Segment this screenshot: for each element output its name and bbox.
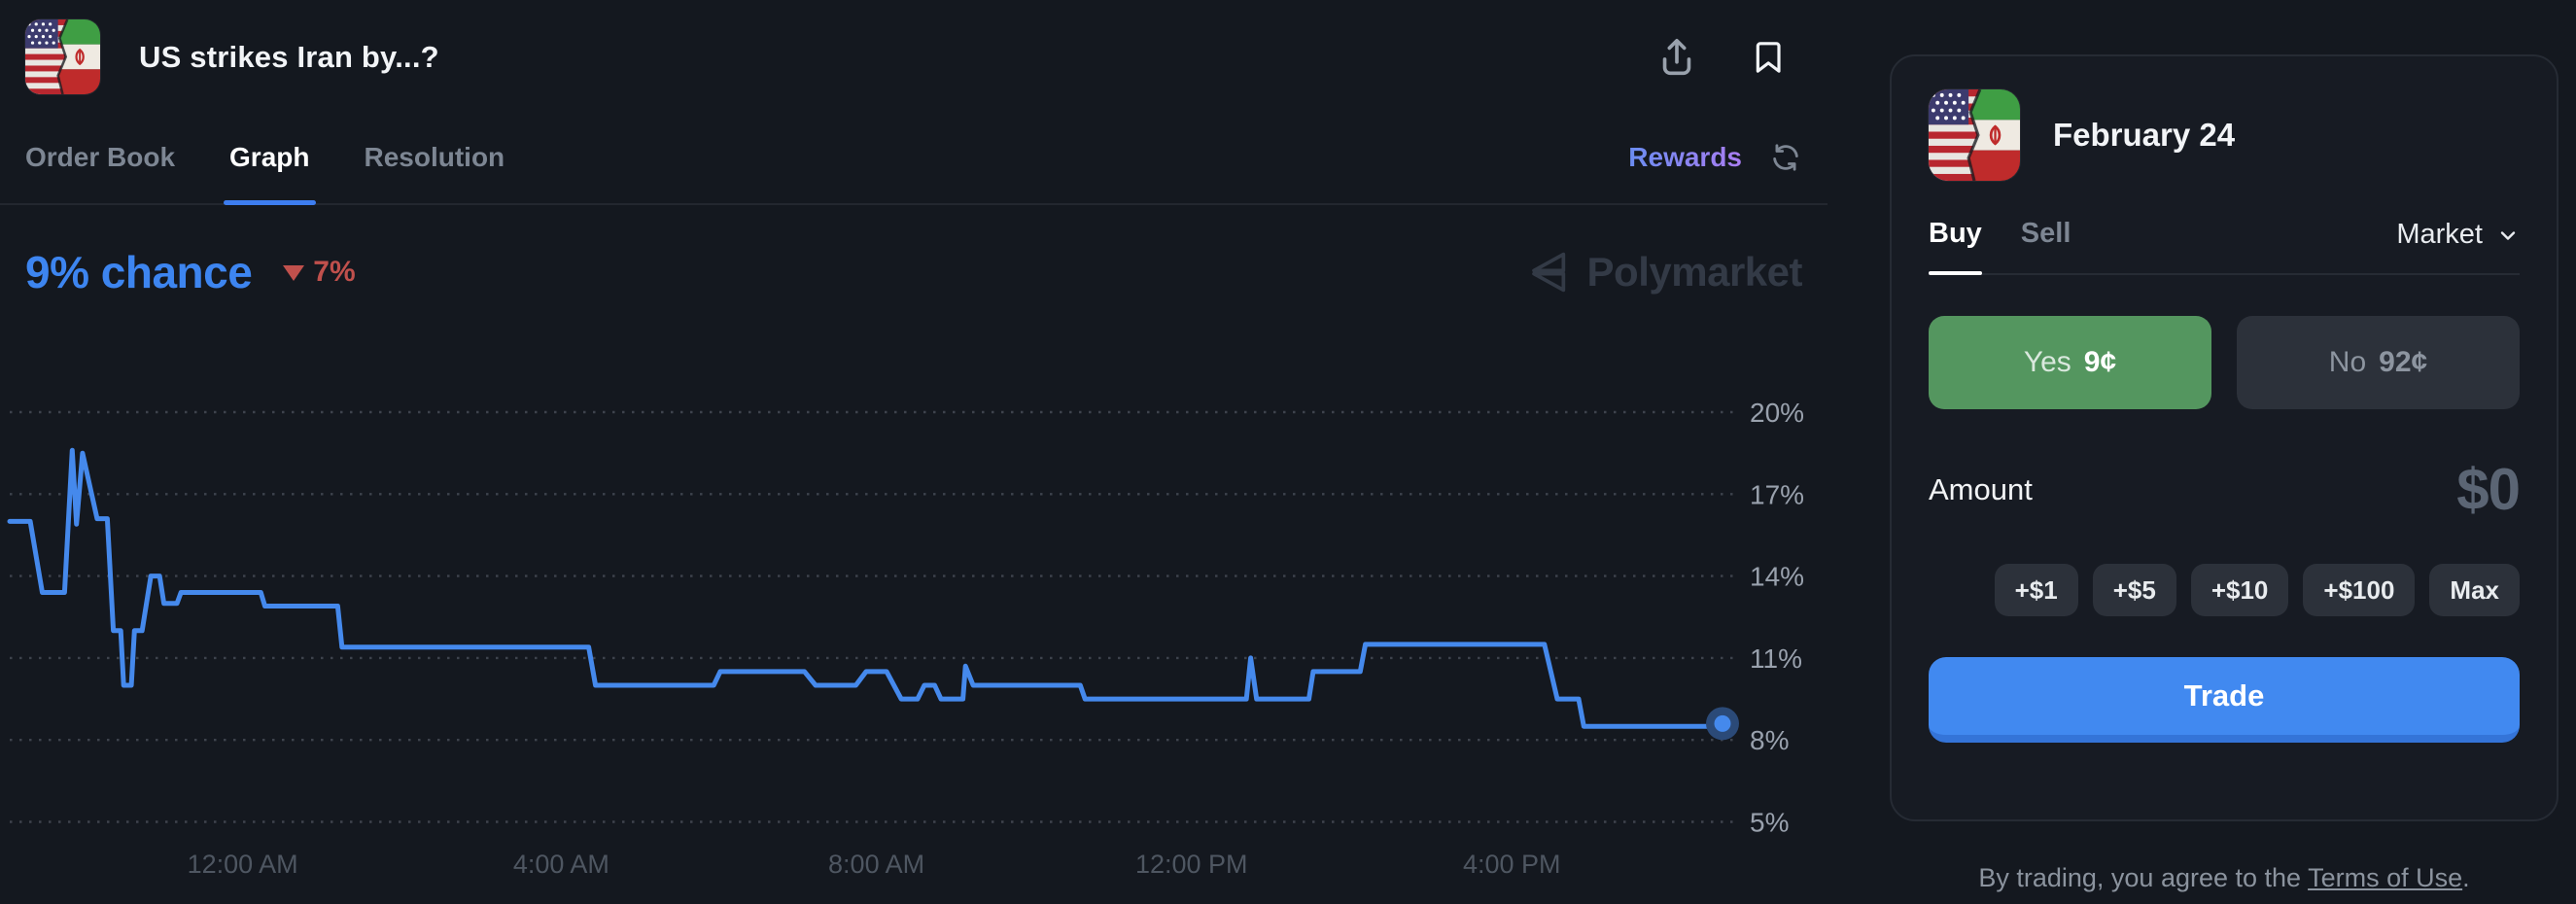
polymarket-watermark: Polymarket: [1521, 247, 1803, 297]
tab-graph[interactable]: Graph: [223, 112, 317, 205]
svg-text:20%: 20%: [1750, 398, 1804, 428]
yes-button[interactable]: Yes 9¢: [1929, 316, 2211, 409]
amount-row: Amount $0: [1929, 456, 2521, 523]
svg-text:5%: 5%: [1750, 808, 1789, 838]
quick-amount-buttons: +$1 +$5 +$10 +$100 Max: [1929, 564, 2520, 616]
rewards-link[interactable]: Rewards: [1628, 142, 1742, 172]
terms-of-use-link[interactable]: Terms of Use: [2308, 863, 2463, 892]
svg-text:8:00 AM: 8:00 AM: [828, 850, 924, 879]
market-header: US strikes Iran by...?: [0, 0, 1828, 112]
price-delta: 7%: [283, 256, 356, 289]
market-page: US strikes Iran by...? Order Book Graph …: [0, 0, 1828, 879]
refresh-button[interactable]: [1769, 141, 1802, 174]
view-tabs: Order Book Graph Resolution Rewards: [0, 112, 1828, 205]
amount-input[interactable]: $0: [2456, 457, 2521, 522]
svg-text:8%: 8%: [1750, 725, 1789, 755]
share-icon: [1662, 38, 1691, 75]
amount-label: Amount: [1929, 471, 2033, 506]
svg-text:12:00 AM: 12:00 AM: [188, 850, 298, 879]
chance-value: 9% chance: [25, 247, 253, 297]
market-title: February 24: [2053, 117, 2236, 153]
max-button[interactable]: Max: [2429, 564, 2520, 616]
tab-sell[interactable]: Sell: [2020, 218, 2071, 249]
svg-text:4:00 PM: 4:00 PM: [1463, 850, 1561, 879]
market-flag-image: [25, 19, 100, 94]
chart-svg: 20% 17% 14% 11% 8% 5% 12:00 AM 4:00 AM 8:00 AM 12…: [7, 398, 1804, 879]
trade-panel-header: February 24: [1929, 89, 2520, 181]
add-100-button[interactable]: +$100: [2303, 564, 2416, 616]
svg-text:11%: 11%: [1750, 643, 1802, 674]
market-flag-image-small: [1929, 89, 2020, 181]
yes-label: Yes: [2023, 346, 2071, 378]
delta-value: 7%: [313, 256, 356, 288]
add-1-button[interactable]: +$1: [1994, 564, 2078, 616]
no-label: No: [2328, 346, 2367, 378]
add-10-button[interactable]: +$10: [2190, 564, 2289, 616]
terms-suffix: .: [2462, 863, 2470, 892]
outcome-buttons: Yes 9¢ No 92¢: [1929, 316, 2520, 409]
page-title: US strikes Iran by...?: [139, 39, 439, 74]
share-button[interactable]: [1654, 35, 1699, 80]
tab-resolution[interactable]: Resolution: [364, 142, 505, 172]
yes-price: 9¢: [2083, 346, 2117, 378]
arrow-down-icon: [283, 264, 305, 281]
order-type-dropdown[interactable]: Market: [2396, 219, 2520, 272]
bookmark-icon: [1756, 41, 1781, 73]
svg-text:4:00 AM: 4:00 AM: [513, 850, 609, 879]
bookmark-button[interactable]: [1750, 36, 1789, 79]
price-summary: 9% chance 7% Polymarket: [0, 205, 1828, 298]
svg-text:12:00 PM: 12:00 PM: [1135, 850, 1248, 879]
watermark-label: Polymarket: [1586, 249, 1803, 295]
svg-text:14%: 14%: [1750, 562, 1804, 592]
no-button[interactable]: No 92¢: [2237, 316, 2520, 409]
terms-notice: By trading, you agree to the Terms of Us…: [1890, 863, 2559, 893]
terms-prefix: By trading, you agree to the: [1978, 863, 2309, 892]
chevron-down-icon: [2500, 230, 2516, 240]
refresh-icon: [1773, 144, 1798, 171]
no-price: 92¢: [2379, 346, 2428, 378]
order-type-value: Market: [2396, 219, 2483, 250]
add-5-button[interactable]: +$5: [2092, 564, 2176, 616]
polymarket-logo-icon: [1531, 252, 1565, 293]
tab-order-book[interactable]: Order Book: [25, 142, 176, 172]
trade-button[interactable]: Trade: [1929, 657, 2520, 743]
price-chart[interactable]: 20% 17% 14% 11% 8% 5% 12:00 AM 4:00 AM 8:00 AM 12…: [0, 389, 1847, 904]
tab-buy[interactable]: Buy: [1929, 218, 1982, 275]
buy-sell-tabs: Buy Sell Market: [1929, 218, 2520, 275]
svg-text:17%: 17%: [1750, 479, 1804, 509]
trade-panel: February 24 Buy Sell Market Yes 9¢ No 92…: [1890, 54, 2559, 821]
